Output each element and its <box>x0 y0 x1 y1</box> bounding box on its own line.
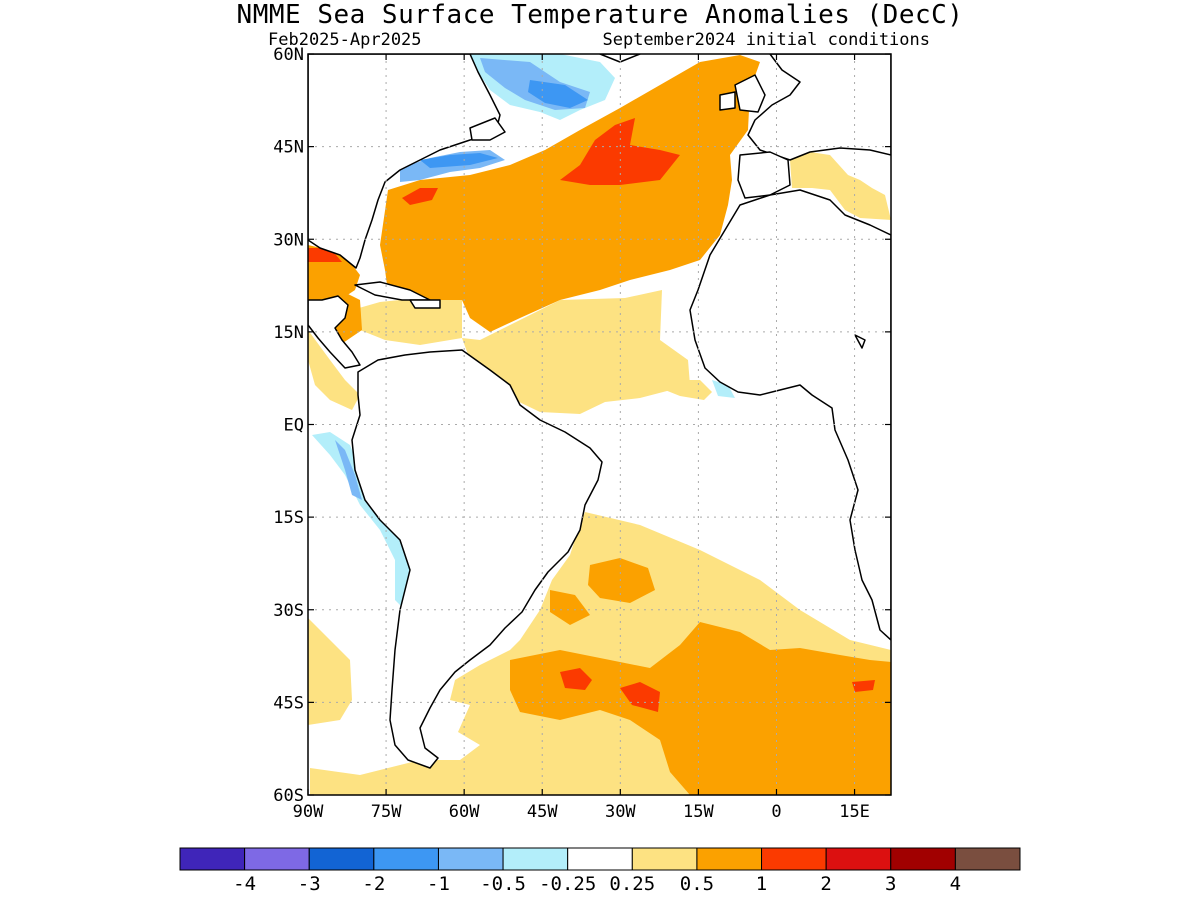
colorbar-swatch <box>502 847 569 871</box>
lat-tick-label: 60S <box>273 786 304 806</box>
lat-tick-label: 30S <box>273 601 304 621</box>
europe-land <box>747 54 891 161</box>
longitude-axis: 90W 75W 60W 45W 30W 15W 0 15E <box>293 54 870 822</box>
cool-nova-scotia-core <box>420 153 498 168</box>
map-grid <box>308 54 891 795</box>
cool-peru <box>335 440 362 500</box>
strong-warm-south-atlantic-2 <box>620 682 660 712</box>
colorbar-swatch <box>244 847 310 871</box>
lon-tick-label: 15W <box>683 802 714 822</box>
warm-south-atlantic-band <box>510 622 891 795</box>
warm-north-atlantic <box>380 55 760 332</box>
hispaniola-land <box>409 299 441 309</box>
colorbar-swatch <box>954 847 1021 871</box>
iberia-land <box>737 151 791 199</box>
north-america-land <box>308 54 501 269</box>
colorbar-swatch <box>179 847 246 871</box>
strong-warm-south-atlantic-1 <box>560 668 592 690</box>
cool-labrador-core <box>528 80 588 108</box>
colorbar-swatch <box>696 847 763 871</box>
weak-warm-tropical-atlantic <box>462 290 690 414</box>
lon-tick-label: 0 <box>771 802 781 822</box>
colorbar-label: 3 <box>885 873 896 895</box>
colorbar-label: -0.25 <box>539 873 596 895</box>
warm-south-atlantic-blob <box>588 558 655 603</box>
strong-warm-southeast <box>852 680 875 692</box>
ireland-land <box>719 91 736 111</box>
lon-tick-label: 75W <box>371 802 402 822</box>
lat-tick-label: 15S <box>273 508 304 528</box>
british-isles-land <box>734 74 766 113</box>
colorbar-swatch <box>761 847 827 871</box>
lon-tick-label: 15E <box>839 802 870 822</box>
madagascar-edge <box>854 334 866 349</box>
colorbar-label: 1 <box>756 873 767 895</box>
africa-land <box>689 189 891 641</box>
lon-tick-label: 60W <box>449 802 480 822</box>
map-panel <box>308 54 891 795</box>
lat-tick-label: 30N <box>273 230 304 250</box>
initial-conditions: September2024 initial conditions <box>602 30 930 50</box>
forecast-period: Feb2025-Apr2025 <box>268 30 422 50</box>
weak-warm-africa-coast <box>640 380 712 400</box>
colorbar-label: 4 <box>950 873 961 895</box>
latitude-axis: 60N 45N 30N 15N EQ 15S 30S 45S 60S <box>273 45 891 806</box>
newfoundland-land <box>469 117 506 141</box>
colorbar-swatch <box>437 847 504 871</box>
colorbar-swatch <box>373 847 439 871</box>
colorbar-label: 0.25 <box>609 873 655 895</box>
colorbar-label: -2 <box>362 873 385 895</box>
colorbar-swatch <box>631 847 698 871</box>
lon-tick-label: 30W <box>605 802 636 822</box>
south-america-land <box>351 349 603 769</box>
colorbar-swatch <box>308 847 375 871</box>
strong-warm-gulf-stream <box>402 188 438 205</box>
strong-warm-gulf <box>308 248 342 262</box>
weak-warm-mediterranean <box>790 152 891 220</box>
colorbar-swatch <box>890 847 956 871</box>
colorbar-swatch <box>567 847 633 871</box>
anomaly-strong-warm-layer <box>308 118 875 712</box>
anomaly-warm-layer <box>308 55 891 795</box>
colorbar-label: 0.5 <box>680 873 714 895</box>
weak-warm-southeast-pacific <box>308 618 352 725</box>
weak-cool-peru <box>312 432 410 610</box>
weak-cool-gulf-guinea <box>712 380 735 398</box>
central-america-land <box>308 295 361 369</box>
lon-tick-label: 45W <box>527 802 558 822</box>
lat-tick-label: 45N <box>273 138 304 158</box>
colorbar-label: -4 <box>233 873 256 895</box>
colorbar-swatch <box>825 847 892 871</box>
warm-south-atlantic-blob-west <box>550 590 590 625</box>
weak-warm-pacific-coast <box>308 330 360 410</box>
colorbar-label: 2 <box>820 873 831 895</box>
anomaly-cool-layer <box>312 54 735 610</box>
figure-title: NMME Sea Surface Temperature Anomalies (… <box>237 0 964 30</box>
lat-tick-label: 15N <box>273 323 304 343</box>
weak-warm-caribbean <box>345 298 462 345</box>
colorbar-label: -3 <box>298 873 321 895</box>
colorbar-label: -1 <box>427 873 450 895</box>
lat-tick-label: 60N <box>273 45 304 65</box>
colorbar: -4 -3 -2 -1 -0.5 -0.25 0.25 0.5 1 2 3 4 <box>179 847 1021 895</box>
land-layer <box>308 54 891 769</box>
strong-warm-north-atlantic <box>560 118 680 185</box>
colorbar-label: -0.5 <box>480 873 526 895</box>
lon-tick-label: 90W <box>293 802 324 822</box>
lat-tick-label: EQ <box>284 416 304 436</box>
lat-tick-label: 45S <box>273 693 304 713</box>
